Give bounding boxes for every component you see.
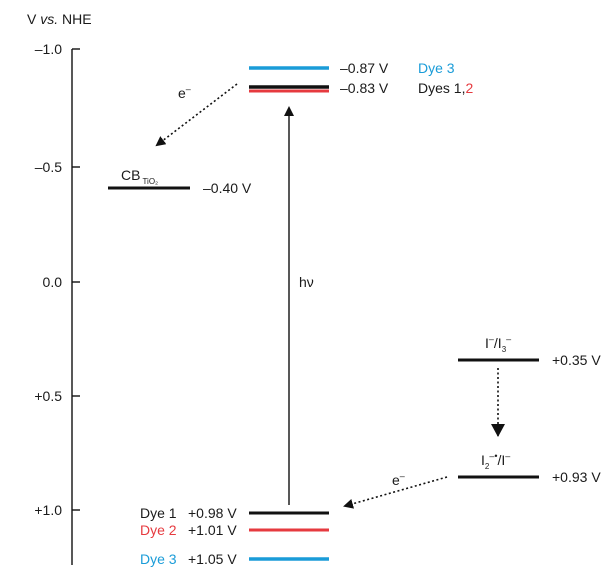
electron-label: e–	[392, 471, 405, 488]
regeneration-down-arrow	[491, 368, 505, 437]
redox-label: I–/I3–	[485, 334, 511, 354]
photon-label: hν	[299, 274, 314, 290]
redox-label: I2–•/I–	[481, 451, 510, 471]
dye-name: Dye 2	[140, 522, 177, 538]
iodide-triiodide-level: I–/I3– +0.35 V	[458, 334, 601, 368]
arrow-head	[491, 424, 505, 437]
injection-arrow: e–	[155, 83, 238, 147]
dotted-arrow	[155, 83, 238, 147]
axis-tick-label: –1.0	[35, 41, 62, 57]
axis-tick-label: 0.0	[43, 274, 63, 290]
level-value: –0.83 V	[340, 80, 389, 96]
dye3-ground-level: Dye 3 +1.05 V	[140, 551, 329, 567]
potential-axis: V vs. NHE –1.0 –0.5 0.0 +0.5 +1.0	[27, 11, 92, 565]
level-value: –0.40 V	[203, 180, 252, 196]
dye-name: Dyes 1,2	[418, 80, 473, 96]
electron-label: e–	[178, 84, 191, 101]
cb-label: CB TiO₂	[121, 167, 158, 186]
level-value: +1.05 V	[188, 551, 237, 567]
axis-tick-label: +0.5	[34, 388, 62, 404]
axis-title: V vs. NHE	[27, 11, 92, 27]
regeneration-arrow: e–	[343, 471, 448, 509]
dye2-ground-level: Dye 2 +1.01 V	[140, 522, 329, 538]
level-value: –0.87 V	[340, 60, 389, 76]
tio2-conduction-band: CB TiO₂ –0.40 V	[108, 167, 252, 196]
level-value: +0.35 V	[552, 352, 601, 368]
dye1-ground-level: Dye 1 +0.98 V	[140, 505, 329, 521]
dye-name: Dye 3	[140, 551, 177, 567]
excitation-arrow: hν	[284, 106, 314, 505]
diiodide-radical-level: I2–•/I– +0.93 V	[458, 451, 601, 485]
level-value: +0.98 V	[188, 505, 237, 521]
level-value: +1.01 V	[188, 522, 237, 538]
dye-name: Dye 1	[140, 505, 177, 521]
dyes12-excited-level: –0.83 V Dyes 1,2	[249, 80, 473, 96]
level-value: +0.93 V	[552, 469, 601, 485]
dye-name: Dye 3	[418, 60, 455, 76]
axis-tick-label: +1.0	[34, 502, 62, 518]
axis-tick-label: –0.5	[35, 159, 62, 175]
dye3-excited-level: –0.87 V Dye 3	[249, 60, 455, 76]
